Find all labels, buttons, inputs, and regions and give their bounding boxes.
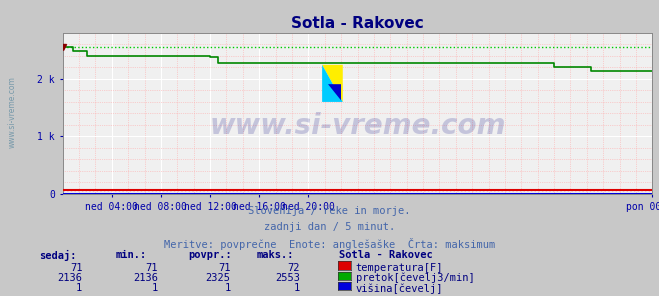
Text: Slovenija / reke in morje.: Slovenija / reke in morje. bbox=[248, 206, 411, 216]
Text: 72: 72 bbox=[287, 263, 300, 273]
Text: 2136: 2136 bbox=[57, 273, 82, 283]
Text: www.si-vreme.com: www.si-vreme.com bbox=[8, 77, 17, 148]
Text: Sotla - Rakovec: Sotla - Rakovec bbox=[339, 250, 433, 260]
Polygon shape bbox=[328, 84, 341, 100]
Text: temperatura[F]: temperatura[F] bbox=[356, 263, 444, 273]
Text: 71: 71 bbox=[218, 263, 231, 273]
Text: 1: 1 bbox=[76, 283, 82, 293]
Text: višina[čevelj]: višina[čevelj] bbox=[356, 283, 444, 294]
Text: 1: 1 bbox=[152, 283, 158, 293]
Text: 71: 71 bbox=[70, 263, 82, 273]
Polygon shape bbox=[322, 65, 343, 102]
Text: zadnji dan / 5 minut.: zadnji dan / 5 minut. bbox=[264, 222, 395, 232]
Text: 2136: 2136 bbox=[133, 273, 158, 283]
Text: maks.:: maks.: bbox=[257, 250, 295, 260]
Text: Meritve: povprečne  Enote: anglešaške  Črta: maksimum: Meritve: povprečne Enote: anglešaške Črt… bbox=[164, 238, 495, 250]
Text: min.:: min.: bbox=[115, 250, 146, 260]
Text: sedaj:: sedaj: bbox=[40, 250, 77, 261]
Text: 1: 1 bbox=[294, 283, 300, 293]
Text: www.si-vreme.com: www.si-vreme.com bbox=[210, 112, 505, 140]
Text: 2553: 2553 bbox=[275, 273, 300, 283]
Text: pretok[čevelj3/min]: pretok[čevelj3/min] bbox=[356, 273, 474, 283]
Text: 2325: 2325 bbox=[206, 273, 231, 283]
Title: Sotla - Rakovec: Sotla - Rakovec bbox=[291, 16, 424, 31]
Text: povpr.:: povpr.: bbox=[188, 250, 231, 260]
Polygon shape bbox=[322, 65, 343, 102]
Text: 1: 1 bbox=[225, 283, 231, 293]
Text: 71: 71 bbox=[146, 263, 158, 273]
